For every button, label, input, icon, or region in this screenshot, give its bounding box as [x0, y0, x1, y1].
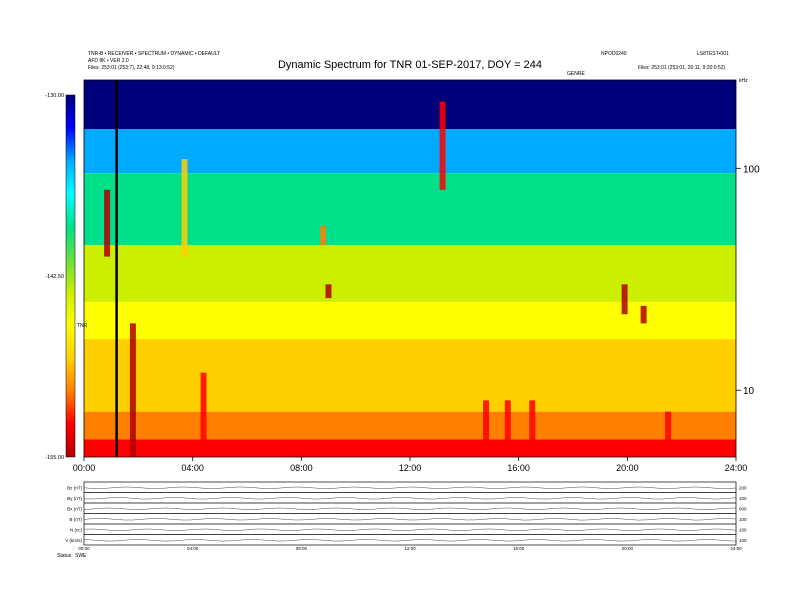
lower-panel-trace — [83, 486, 737, 489]
colorbar-label: TNR — [77, 323, 88, 329]
burst-layer — [104, 101, 672, 457]
heatmap-burst — [529, 400, 536, 457]
lower-panel-label: Bx (nT) — [67, 506, 82, 511]
heatmap-burst — [325, 284, 332, 299]
x-tick-label: 20:00 — [616, 463, 639, 473]
heatmap-burst — [665, 411, 672, 457]
header-right-line1: NPOD0240 — [601, 51, 627, 57]
lower-panel-label: By (nT) — [67, 496, 82, 501]
heatmap-burst — [200, 372, 207, 457]
colorbar-tick-label: -155.00 — [45, 455, 64, 461]
x-tick-label: 16:00 — [507, 463, 530, 473]
lower-x-tick-label: 12:00 — [404, 546, 416, 551]
heatmap-burst — [104, 189, 111, 257]
x-tick-label: 24:00 — [725, 463, 748, 473]
heatmap-layer — [84, 80, 736, 457]
lower-panel-right-label: 100 — [739, 517, 747, 522]
lower-panel-trace — [83, 539, 737, 542]
y-tick-label: 100 — [743, 164, 760, 175]
x-axis: 00:00 04:00 08:00 12:00 16:00 20:00 24:00 — [73, 457, 748, 473]
heatmap-burst — [621, 284, 628, 315]
lower-x-tick-label: 04:00 — [187, 546, 199, 551]
y-tick-label: 10 — [743, 386, 755, 397]
heatmap-burst — [640, 305, 647, 324]
header-left-line2: AFD 8K • VER 2.0 — [88, 58, 129, 64]
heatmap-band — [84, 80, 736, 130]
lower-panel-trace — [83, 528, 737, 531]
heatmap-burst — [320, 225, 327, 246]
lower-panel-right-label: 100 — [739, 538, 747, 543]
header-right-line2: Files: 253:01 (253:01, 20:11, 9:20:0:52) — [638, 65, 726, 71]
colorbar-tick-label: -142.50 — [45, 274, 64, 280]
lower-panel: Bz (nT) 200 By (nT) 100 Bx (nT) 000 B (nT) 100 N… — [65, 481, 747, 551]
lower-panel-right-label: 100 — [739, 527, 747, 532]
heatmap-band — [84, 439, 736, 457]
header-left-line3: Files: 253:01 (253:7), 22:48, 9:13:0:52) — [88, 65, 175, 71]
heatmap-burst — [483, 400, 490, 457]
x-tick-label: 04:00 — [181, 463, 204, 473]
heatmap-burst — [181, 159, 188, 257]
x-tick-label: 08:00 — [290, 463, 313, 473]
lower-panel-trace — [83, 497, 737, 500]
header-right-line1b: LS8TEST•001 — [697, 51, 729, 57]
header-left-line1: TNR-B • RECEIVER • SPECTRUM • DYNAMIC • … — [88, 51, 221, 57]
lower-x-tick-label: 20:00 — [622, 546, 634, 551]
heatmap-band — [84, 301, 736, 340]
y-unit-label: kHz — [739, 78, 748, 84]
x-tick-label: 00:00 — [73, 463, 96, 473]
heatmap-band — [84, 411, 736, 440]
lower-panel-label: B (nT) — [69, 517, 82, 522]
y-axis-right: 100 10 — [736, 164, 760, 397]
footer-status: Status — [57, 553, 72, 559]
x-tick-label: 12:00 — [399, 463, 422, 473]
lower-x-tick-label: 00:00 — [78, 546, 90, 551]
colorbar-tick-label: -130.00 — [45, 93, 64, 99]
lower-panel-label: N (cc) — [70, 527, 82, 532]
heatmap-band — [84, 129, 736, 174]
lower-panel-right-label: 000 — [739, 506, 747, 511]
lower-panel-trace — [83, 518, 737, 521]
lower-panel-right-label: 200 — [739, 485, 747, 490]
lower-x-tick-label: 08:00 — [296, 546, 308, 551]
lower-panel-right-label: 100 — [739, 496, 747, 501]
lower-panel-label: V (km/s) — [65, 538, 82, 543]
lower-x-tick-label: 24:00 — [730, 546, 742, 551]
colorbar-ticks: -130.00 -142.50 -155.00 — [45, 93, 64, 461]
header-mid-label: GENRE — [567, 71, 585, 77]
chart-title: Dynamic Spectrum for TNR 01-SEP-2017, DO… — [277, 59, 542, 71]
colorbar — [65, 94, 76, 458]
footer-swe: SWE — [75, 553, 87, 559]
lower-panel-trace — [83, 507, 737, 510]
heatmap-burst — [504, 400, 511, 457]
lower-panel-label: Bz (nT) — [67, 485, 82, 490]
heatmap-burst — [129, 323, 136, 457]
heatmap-burst — [439, 101, 446, 190]
heatmap-band — [84, 173, 736, 246]
heatmap-band — [84, 339, 736, 412]
lower-x-tick-label: 16:00 — [513, 546, 525, 551]
